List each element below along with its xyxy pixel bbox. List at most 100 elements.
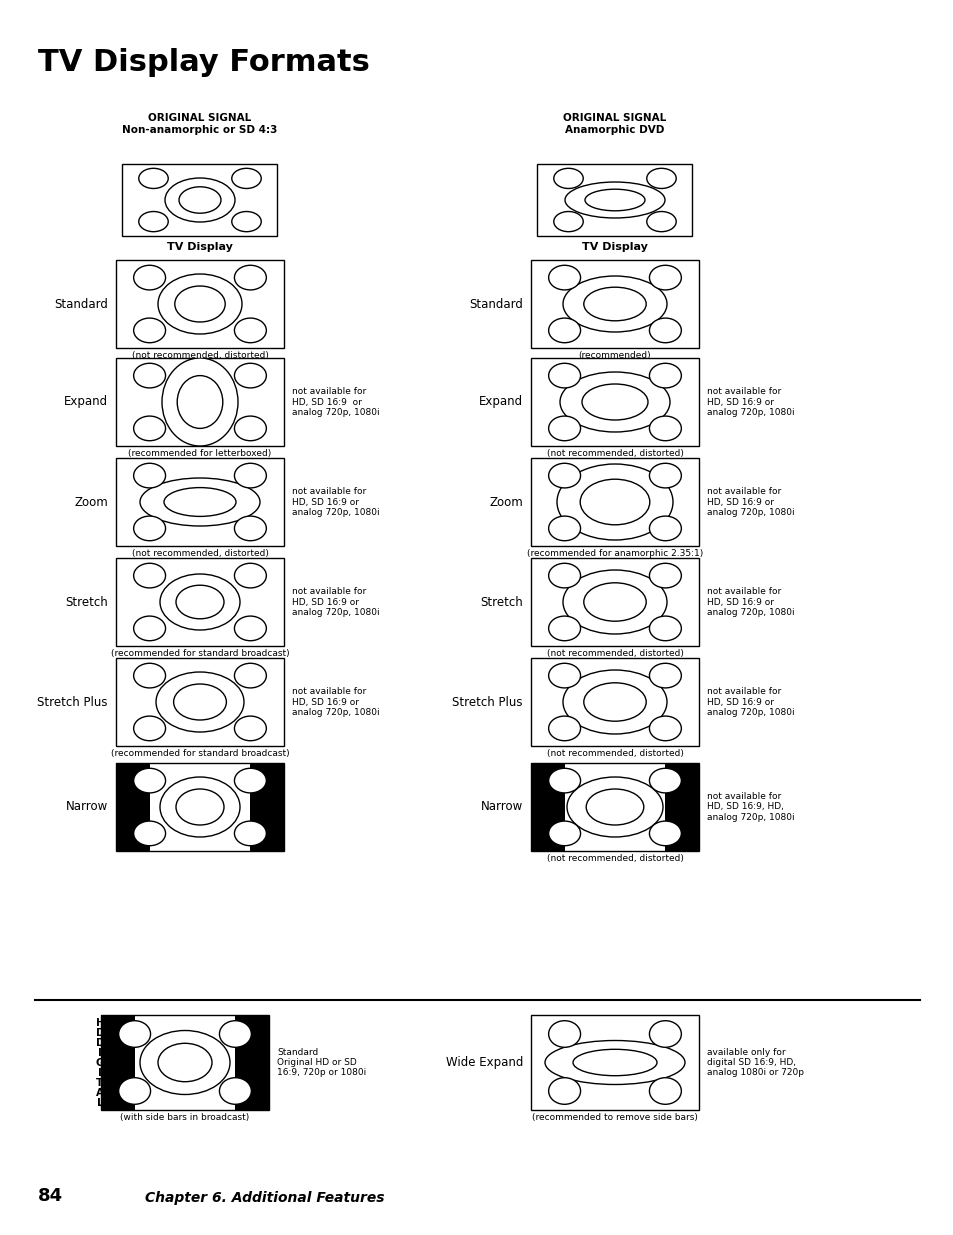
Text: (recommended for anamorphic 2.35:1): (recommended for anamorphic 2.35:1) <box>526 550 702 558</box>
Bar <box>531 763 699 851</box>
Bar <box>122 164 277 236</box>
Ellipse shape <box>133 616 166 641</box>
Text: Stretch: Stretch <box>479 595 522 609</box>
Bar <box>116 763 284 851</box>
Ellipse shape <box>579 479 649 525</box>
Text: (not recommended, distorted): (not recommended, distorted) <box>546 650 682 658</box>
Ellipse shape <box>562 571 666 634</box>
Text: Standard
Original HD or SD
16:9, 720p or 1080i: Standard Original HD or SD 16:9, 720p or… <box>276 1047 366 1077</box>
Ellipse shape <box>138 211 168 232</box>
Bar <box>116 658 284 746</box>
Ellipse shape <box>164 488 235 516</box>
Bar <box>250 763 284 851</box>
Ellipse shape <box>649 563 680 588</box>
Ellipse shape <box>138 168 168 189</box>
Ellipse shape <box>234 516 266 541</box>
Ellipse shape <box>649 319 680 343</box>
Ellipse shape <box>649 821 680 846</box>
Bar <box>664 763 699 851</box>
Text: not available for
HD, SD 16:9 or
analog 720p, 1080i: not available for HD, SD 16:9 or analog … <box>292 487 379 517</box>
Text: Wide Expand: Wide Expand <box>445 1056 522 1070</box>
Ellipse shape <box>649 768 680 793</box>
Ellipse shape <box>649 266 680 290</box>
Text: (recommended for letterboxed): (recommended for letterboxed) <box>129 450 272 458</box>
Bar <box>537 164 692 236</box>
Ellipse shape <box>544 1041 684 1084</box>
Ellipse shape <box>173 684 226 720</box>
Ellipse shape <box>160 574 240 630</box>
Ellipse shape <box>649 716 680 741</box>
Text: not available for
HD, SD 16:9 or
analog 720p, 1080i: not available for HD, SD 16:9 or analog … <box>292 587 379 618</box>
Bar <box>116 261 284 348</box>
Ellipse shape <box>649 363 680 388</box>
Ellipse shape <box>583 683 645 721</box>
Ellipse shape <box>548 266 580 290</box>
Ellipse shape <box>160 777 240 837</box>
Ellipse shape <box>649 516 680 541</box>
Bar <box>531 1015 699 1110</box>
Bar <box>101 1015 269 1110</box>
Ellipse shape <box>553 168 582 189</box>
Ellipse shape <box>234 716 266 741</box>
Ellipse shape <box>133 416 166 441</box>
Text: (not recommended, distorted): (not recommended, distorted) <box>132 351 268 359</box>
Text: 84: 84 <box>38 1187 63 1205</box>
Ellipse shape <box>585 789 643 825</box>
Text: (recommended for standard broadcast): (recommended for standard broadcast) <box>111 748 289 758</box>
Ellipse shape <box>548 663 580 688</box>
Text: Standard: Standard <box>469 298 522 310</box>
Bar <box>116 358 284 446</box>
Ellipse shape <box>548 416 580 441</box>
Text: not available for
HD, SD 16:9 or
analog 720p, 1080i: not available for HD, SD 16:9 or analog … <box>706 487 794 517</box>
Ellipse shape <box>548 1078 580 1104</box>
Ellipse shape <box>133 716 166 741</box>
Ellipse shape <box>548 821 580 846</box>
Bar <box>116 763 150 851</box>
Text: Zoom: Zoom <box>74 495 108 509</box>
Ellipse shape <box>649 463 680 488</box>
Ellipse shape <box>234 821 266 846</box>
Ellipse shape <box>234 363 266 388</box>
Ellipse shape <box>165 178 234 222</box>
Ellipse shape <box>234 768 266 793</box>
Bar <box>531 261 699 348</box>
Text: (recommended): (recommended) <box>578 351 651 359</box>
Ellipse shape <box>234 266 266 290</box>
Ellipse shape <box>649 616 680 641</box>
Text: Stretch Plus: Stretch Plus <box>37 695 108 709</box>
Ellipse shape <box>583 288 645 321</box>
Text: Zoom: Zoom <box>489 495 522 509</box>
Ellipse shape <box>649 416 680 441</box>
Ellipse shape <box>548 516 580 541</box>
Ellipse shape <box>133 563 166 588</box>
Ellipse shape <box>646 168 676 189</box>
Ellipse shape <box>649 1020 680 1047</box>
Ellipse shape <box>649 663 680 688</box>
Ellipse shape <box>557 464 672 540</box>
Bar <box>531 358 699 446</box>
Ellipse shape <box>548 363 580 388</box>
Text: (recommended for standard broadcast): (recommended for standard broadcast) <box>111 650 289 658</box>
Bar <box>101 1015 269 1110</box>
Ellipse shape <box>158 274 242 333</box>
Text: not available for
HD, SD 16:9, HD,
analog 720p, 1080i: not available for HD, SD 16:9, HD, analo… <box>706 792 794 823</box>
Ellipse shape <box>548 768 580 793</box>
Text: not available for
HD, SD 16:9 or
analog 720p, 1080i: not available for HD, SD 16:9 or analog … <box>706 687 794 716</box>
Text: not available for
HD, SD 16:9 or
analog 720p, 1080i: not available for HD, SD 16:9 or analog … <box>706 587 794 618</box>
Ellipse shape <box>133 363 166 388</box>
Ellipse shape <box>646 211 676 232</box>
Ellipse shape <box>581 384 647 420</box>
Text: not available for
HD, SD 16:9  or
analog 720p, 1080i: not available for HD, SD 16:9 or analog … <box>292 387 379 417</box>
Ellipse shape <box>232 168 261 189</box>
Bar <box>531 763 699 851</box>
Ellipse shape <box>175 585 224 619</box>
Ellipse shape <box>118 1078 151 1104</box>
Bar <box>116 763 284 851</box>
Text: (not recommended, distorted): (not recommended, distorted) <box>546 748 682 758</box>
Ellipse shape <box>133 266 166 290</box>
Text: H
D
D
I
G
I
T
A
L: H D D I G I T A L <box>95 1018 104 1108</box>
Text: not available for
HD, SD 16:9 or
analog 720p, 1080i: not available for HD, SD 16:9 or analog … <box>706 387 794 417</box>
Ellipse shape <box>232 211 261 232</box>
Bar <box>531 558 699 646</box>
Text: TV Display Formats: TV Display Formats <box>38 48 370 77</box>
